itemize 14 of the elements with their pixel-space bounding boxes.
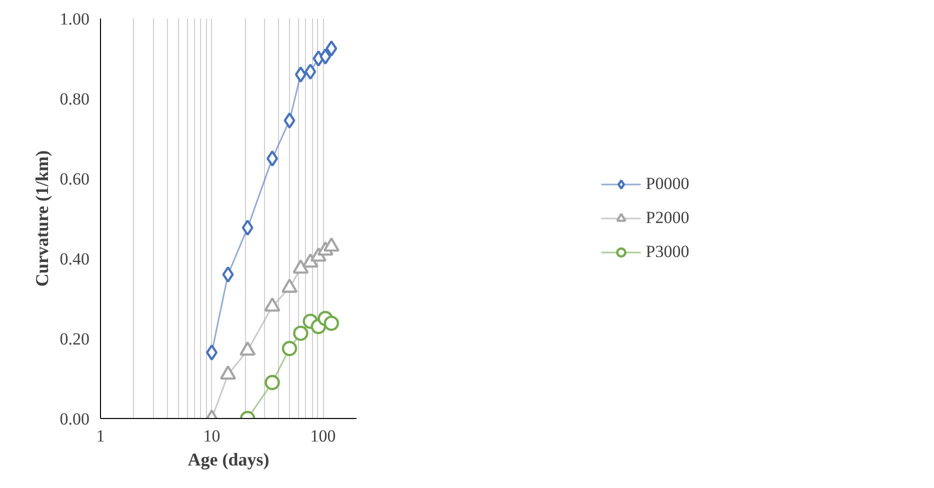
y-tick-label: 0.60	[60, 170, 90, 188]
x-tick-label: 10	[203, 426, 220, 446]
y-tick-label: 0.00	[60, 410, 90, 428]
legend-label: P0000	[646, 174, 690, 194]
legend-label: P2000	[646, 208, 690, 228]
x-axis-title: Age (days)	[188, 450, 270, 470]
y-tick-label: 1.00	[60, 10, 90, 28]
y-tick-label: 0.40	[60, 250, 90, 268]
y-axis-title: Curvature (1/km)	[32, 150, 52, 287]
x-tick-label: 100	[310, 426, 336, 446]
y-tick-label: 0.80	[60, 90, 90, 108]
legend-label: P3000	[646, 242, 690, 262]
y-tick-label: 0.20	[60, 330, 90, 348]
x-tick-label: 1	[96, 426, 105, 446]
